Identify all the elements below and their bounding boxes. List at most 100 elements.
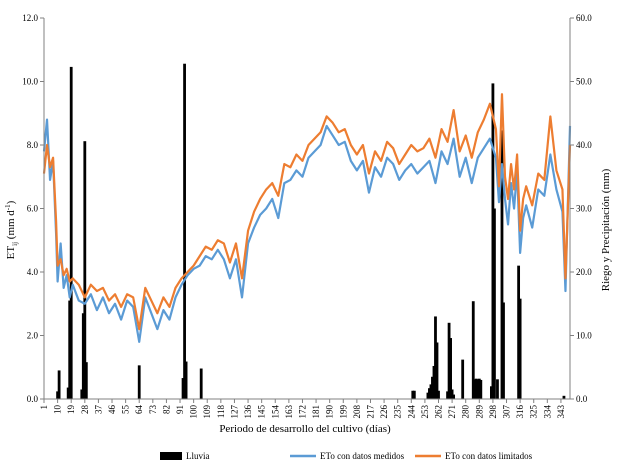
left-tick-label: 2.0	[27, 331, 39, 341]
x-tick-label: 154	[270, 405, 280, 419]
left-tick-label: 4.0	[27, 267, 39, 277]
x-tick-label: 217	[365, 405, 375, 419]
left-tick-label: 6.0	[27, 204, 39, 214]
right-tick-label: 50.0	[576, 77, 592, 87]
rain-bar	[429, 384, 433, 399]
x-tick-label: 46	[107, 405, 117, 415]
right-tick-label: 20.0	[576, 267, 592, 277]
x-tick-label: 1	[39, 405, 49, 410]
x-tick-label: 244	[406, 405, 416, 419]
rain-bar	[447, 322, 451, 399]
x-tick-label: 118	[216, 405, 226, 419]
x-tick-label: 37	[93, 405, 103, 415]
right-axis-title: Riego y Precipitación (mm)	[600, 168, 612, 291]
x-tick-label: 145	[257, 405, 267, 419]
rain-bar	[199, 368, 203, 399]
x-tick-label: 253	[420, 405, 430, 419]
rain-bar	[476, 379, 480, 399]
rain-bar	[518, 298, 522, 399]
rain-bar	[449, 338, 452, 399]
rain-bar	[84, 362, 88, 399]
rain-bar	[562, 395, 566, 399]
rain-bar	[477, 378, 481, 399]
rain-bar	[428, 388, 431, 399]
rain-bar	[437, 390, 440, 399]
rain-bar	[80, 389, 84, 399]
x-tick-label: 235	[393, 405, 403, 419]
x-tick-label: 280	[461, 405, 471, 419]
rain-bar	[426, 392, 430, 399]
x-tick-label: 271	[447, 405, 457, 419]
x-tick-label: 136	[243, 405, 253, 419]
x-tick-label: 289	[474, 405, 484, 419]
right-tick-label: 60.0	[576, 13, 592, 23]
legend-label-medidos: ETo con datos medidos	[320, 451, 405, 461]
rain-bar	[83, 141, 87, 399]
x-tick-label: 163	[284, 405, 294, 419]
left-tick-label: 12.0	[22, 13, 38, 23]
rain-bar	[181, 378, 185, 399]
rain-bar	[434, 316, 437, 399]
x-tick-label: 316	[515, 405, 525, 419]
rain-bar	[517, 265, 521, 399]
x-tick-label: 28	[80, 405, 90, 415]
axes: 0.0 2.0 4.0 6.0 8.0 10.0 12.0 0.0 10.0 20.0 30.0 40…	[22, 13, 592, 419]
x-tick-label: 73	[148, 405, 158, 415]
x-tick-label: 226	[379, 405, 389, 419]
rain-bar	[491, 83, 495, 400]
x-tick-label: 82	[161, 405, 171, 414]
left-tick-label: 0.0	[27, 394, 39, 404]
series-line-medidos	[42, 118, 572, 343]
rain-bar	[474, 378, 478, 399]
x-axis-title: Periodo de desarrollo del cultivo (días)	[219, 423, 391, 435]
rain-bar	[68, 300, 72, 399]
plot-area	[42, 63, 572, 400]
series-line-limitados	[42, 93, 572, 331]
x-tick-label: 64	[134, 405, 144, 415]
x-tick-label: 190	[325, 405, 335, 419]
rain-bar	[184, 361, 188, 399]
right-tick-label: 40.0	[576, 140, 592, 150]
rain-bar	[496, 379, 499, 399]
x-tick-label: 208	[352, 405, 362, 419]
x-tick-label: 127	[229, 405, 239, 419]
rain-bar	[493, 208, 496, 399]
right-tick-label: 0.0	[576, 394, 588, 404]
rain-bar	[450, 389, 454, 399]
legend: Lluvia ETo con datos medidos ETo con dat…	[160, 451, 533, 461]
rain-bar	[500, 130, 504, 399]
x-tick-label: 109	[202, 405, 212, 419]
x-tick-label: 334	[542, 405, 552, 419]
rain-bar	[81, 313, 85, 399]
x-tick-label: 343	[556, 405, 566, 419]
x-tick-label: 19	[66, 405, 76, 415]
x-tick-label: 172	[297, 405, 307, 419]
legend-swatch-lluvia	[160, 452, 182, 460]
right-tick-label: 10.0	[576, 331, 592, 341]
rain-bar	[412, 390, 416, 399]
rain-bar	[452, 394, 456, 399]
x-tick-label: 91	[175, 405, 185, 414]
right-tick-label: 30.0	[576, 204, 592, 214]
left-tick-label: 8.0	[27, 140, 39, 150]
rain-bar	[479, 379, 483, 399]
legend-label-limitados: ETo con datos limitados	[445, 451, 533, 461]
rain-bar	[431, 376, 434, 399]
rain-bar	[435, 342, 439, 399]
rain-bar	[137, 365, 141, 399]
left-axis-title: ETij (mm d-1)	[4, 200, 19, 259]
rain-bar	[502, 302, 505, 399]
rain-bar	[183, 63, 186, 399]
x-tick-label: 100	[189, 405, 199, 419]
rain-bar	[473, 379, 477, 399]
rain-bar	[461, 359, 465, 399]
x-tick-label: 262	[434, 405, 444, 419]
rain-bar	[490, 386, 493, 399]
x-tick-label: 199	[338, 405, 348, 419]
rain-bar	[69, 66, 73, 400]
x-tick-label: 307	[502, 404, 512, 418]
rain-bar	[66, 387, 70, 399]
x-tick-label: 181	[311, 405, 321, 419]
x-tick-label: 325	[529, 405, 539, 419]
